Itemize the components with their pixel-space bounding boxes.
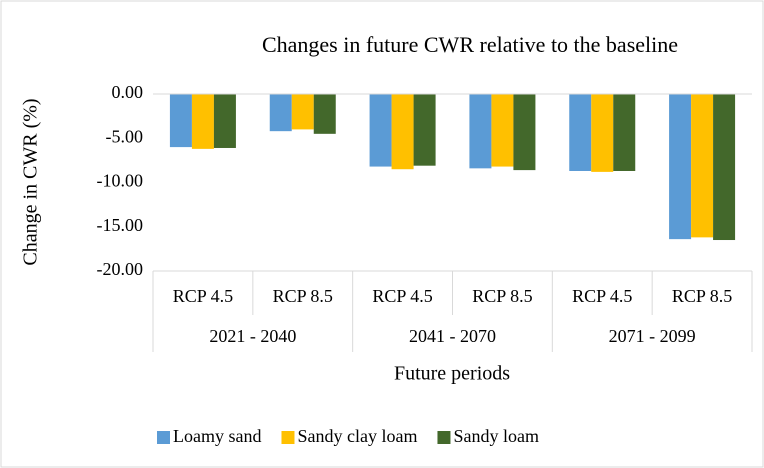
bar: [313, 94, 336, 134]
y-tick-label: -10.00: [97, 171, 144, 191]
y-tick-label: 0.00: [112, 82, 144, 102]
legend-swatch: [437, 431, 451, 444]
bar: [269, 94, 292, 132]
x-tick-label: RCP 8.5: [672, 286, 732, 306]
bar: [169, 94, 192, 148]
legend-swatch: [157, 431, 170, 444]
bar: [369, 94, 392, 167]
y-axis-label: Change in CWR (%): [20, 98, 42, 265]
bar: [569, 94, 592, 171]
x-tick-label: RCP 8.5: [472, 286, 532, 306]
bar: [591, 94, 614, 172]
x-tick-label: RCP 4.5: [572, 286, 632, 306]
y-tick-label: -5.00: [106, 126, 144, 146]
group-label: 2071 - 2099: [609, 326, 696, 346]
bar: [691, 94, 714, 238]
bar: [213, 94, 236, 148]
bar: [291, 94, 314, 130]
group-label: 2041 - 2070: [409, 326, 496, 346]
legend-label: Sandy clay loam: [297, 426, 417, 446]
legend-label: Loamy sand: [173, 426, 261, 446]
bar: [613, 94, 636, 171]
bar: [191, 94, 214, 149]
bar: [513, 94, 536, 171]
legend-swatch: [281, 431, 295, 444]
group-label: 2021 - 2040: [209, 326, 296, 346]
legend-label: Sandy loam: [453, 426, 539, 446]
bar: [669, 94, 692, 240]
x-tick-label: RCP 4.5: [173, 286, 233, 306]
bar: [491, 94, 514, 167]
y-tick-label: -20.00: [97, 259, 144, 279]
chart-title: Changes in future CWR relative to the ba…: [262, 32, 678, 57]
bar: [713, 94, 736, 241]
bar: [469, 94, 492, 169]
bar: [413, 94, 436, 166]
x-tick-label: RCP 4.5: [372, 286, 432, 306]
x-axis-label: Future periods: [394, 363, 510, 385]
bar: [391, 94, 414, 170]
y-tick-label: -15.00: [97, 215, 144, 235]
x-tick-label: RCP 8.5: [273, 286, 333, 306]
